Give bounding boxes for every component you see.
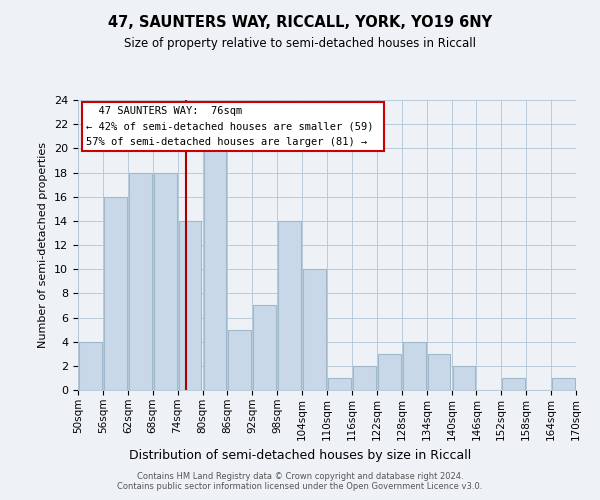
Text: Contains HM Land Registry data © Crown copyright and database right 2024.: Contains HM Land Registry data © Crown c… bbox=[137, 472, 463, 481]
Bar bbox=[278, 221, 301, 390]
Text: Distribution of semi-detached houses by size in Riccall: Distribution of semi-detached houses by … bbox=[129, 448, 471, 462]
Bar bbox=[502, 378, 525, 390]
Text: 47 SAUNTERS WAY:  76sqm  
← 42% of semi-detached houses are smaller (59)
57% of : 47 SAUNTERS WAY: 76sqm ← 42% of semi-det… bbox=[86, 106, 380, 147]
Y-axis label: Number of semi-detached properties: Number of semi-detached properties bbox=[38, 142, 49, 348]
Bar bbox=[179, 221, 202, 390]
Bar bbox=[104, 196, 127, 390]
Bar bbox=[378, 354, 401, 390]
Bar bbox=[129, 172, 152, 390]
Bar bbox=[552, 378, 575, 390]
Bar bbox=[452, 366, 475, 390]
Bar bbox=[428, 354, 451, 390]
Text: Size of property relative to semi-detached houses in Riccall: Size of property relative to semi-detach… bbox=[124, 38, 476, 51]
Text: 47, SAUNTERS WAY, RICCALL, YORK, YO19 6NY: 47, SAUNTERS WAY, RICCALL, YORK, YO19 6N… bbox=[108, 15, 492, 30]
Bar bbox=[229, 330, 251, 390]
Text: Contains public sector information licensed under the Open Government Licence v3: Contains public sector information licen… bbox=[118, 482, 482, 491]
Bar bbox=[79, 342, 102, 390]
Bar bbox=[203, 148, 226, 390]
Bar bbox=[403, 342, 425, 390]
Bar bbox=[253, 306, 276, 390]
Bar bbox=[303, 269, 326, 390]
Bar bbox=[328, 378, 351, 390]
Bar bbox=[154, 172, 176, 390]
Bar bbox=[353, 366, 376, 390]
